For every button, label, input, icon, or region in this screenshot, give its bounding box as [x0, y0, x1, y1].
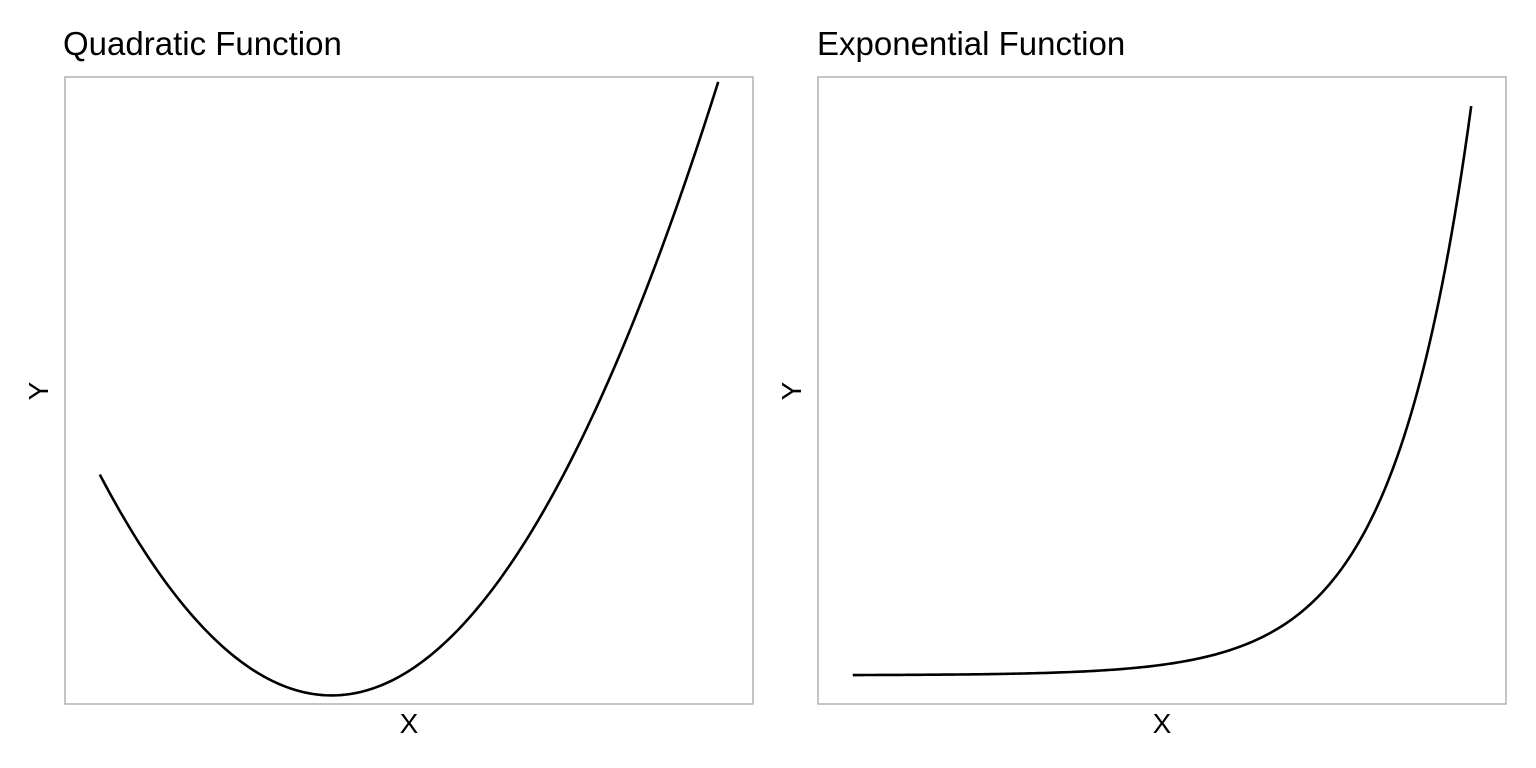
y-axis-label: Y [23, 381, 54, 400]
plot-frame [817, 76, 1507, 705]
quadratic-curve-line [98, 81, 720, 697]
x-axis-label: X [1153, 708, 1172, 739]
exponential-chart: Exponential Function X Y [776, 25, 1507, 739]
plot-frame [64, 76, 754, 705]
y-axis-label: Y [776, 381, 807, 400]
x-axis-label: X [400, 708, 419, 739]
chart-title: Exponential Function [817, 25, 1125, 62]
quadratic-chart: Quadratic Function X Y [23, 25, 754, 739]
exponential-curve-line [852, 105, 1473, 677]
chart-title: Quadratic Function [63, 25, 342, 62]
